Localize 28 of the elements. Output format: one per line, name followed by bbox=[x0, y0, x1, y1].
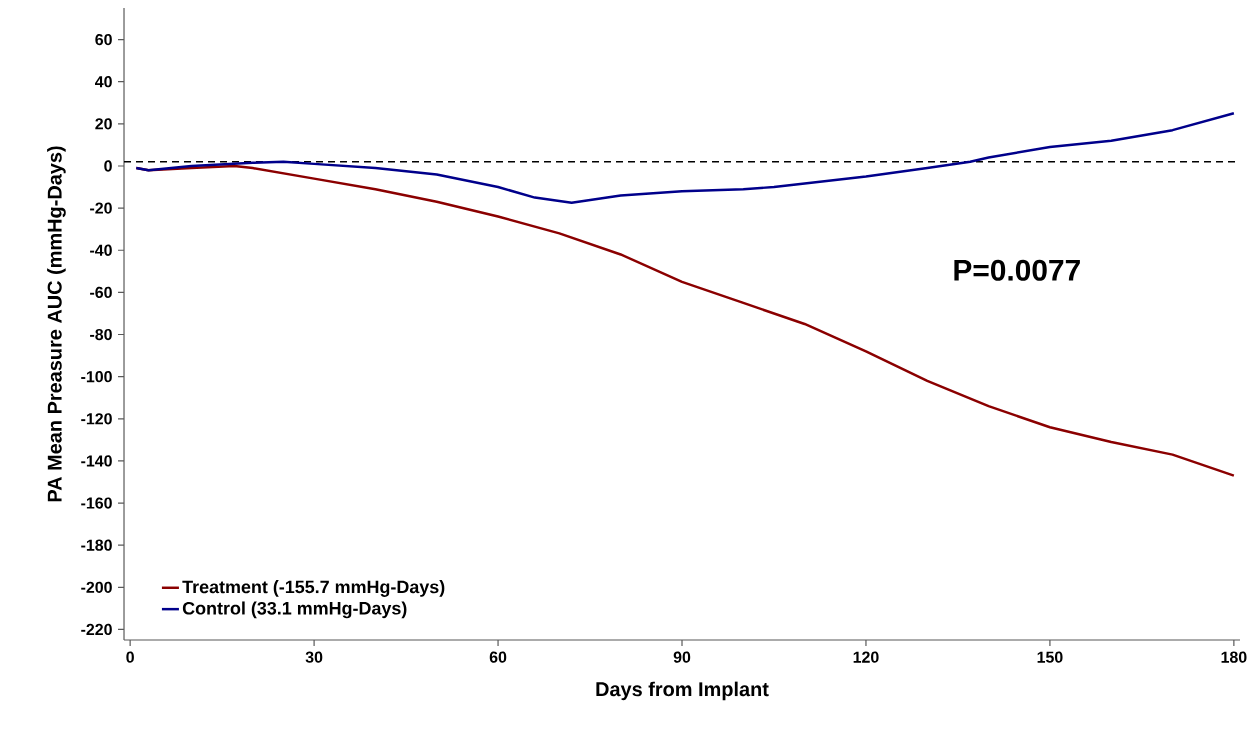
y-tick-label: -140 bbox=[81, 455, 112, 467]
legend-label: Treatment (-155.7 mmHg-Days) bbox=[182, 580, 445, 597]
y-tick-label: -80 bbox=[90, 328, 112, 341]
y-tick-label: -100 bbox=[81, 371, 112, 383]
x-tick-label: 30 bbox=[305, 651, 323, 663]
line-series bbox=[135, 112, 1236, 205]
y-tick-label: 20 bbox=[95, 118, 112, 130]
y-tick-label: 40 bbox=[95, 76, 112, 88]
annotation: P=0.0077 bbox=[954, 259, 1080, 281]
y-axis-title: PA Mean Preasure AUC (mmHg-Days) bbox=[47, 146, 66, 502]
x-tick-label: 180 bbox=[1221, 651, 1247, 663]
x-tick-label: 60 bbox=[489, 651, 507, 663]
y-tick-label: -160 bbox=[81, 497, 112, 509]
x-tick-label: 150 bbox=[1037, 651, 1063, 663]
y-tick-label: -20 bbox=[90, 202, 112, 214]
x-tick-label: 90 bbox=[673, 651, 691, 663]
y-tick-label: -180 bbox=[81, 539, 112, 551]
y-tick-label: -60 bbox=[90, 286, 112, 299]
y-tick-label: -220 bbox=[81, 623, 112, 636]
y-tick-label: 0 bbox=[104, 160, 112, 172]
y-tick-label: 60 bbox=[95, 33, 112, 46]
x-axis-title: Days from Implant bbox=[596, 681, 769, 701]
legend-label: Control (33.1 mmHg-Days) bbox=[182, 601, 407, 619]
x-tick-label: 120 bbox=[853, 651, 879, 663]
y-tick-label: -40 bbox=[90, 244, 112, 256]
y-tick-label: -200 bbox=[81, 581, 112, 593]
x-tick-label: 0 bbox=[126, 651, 134, 663]
y-tick-label: -120 bbox=[81, 413, 112, 425]
